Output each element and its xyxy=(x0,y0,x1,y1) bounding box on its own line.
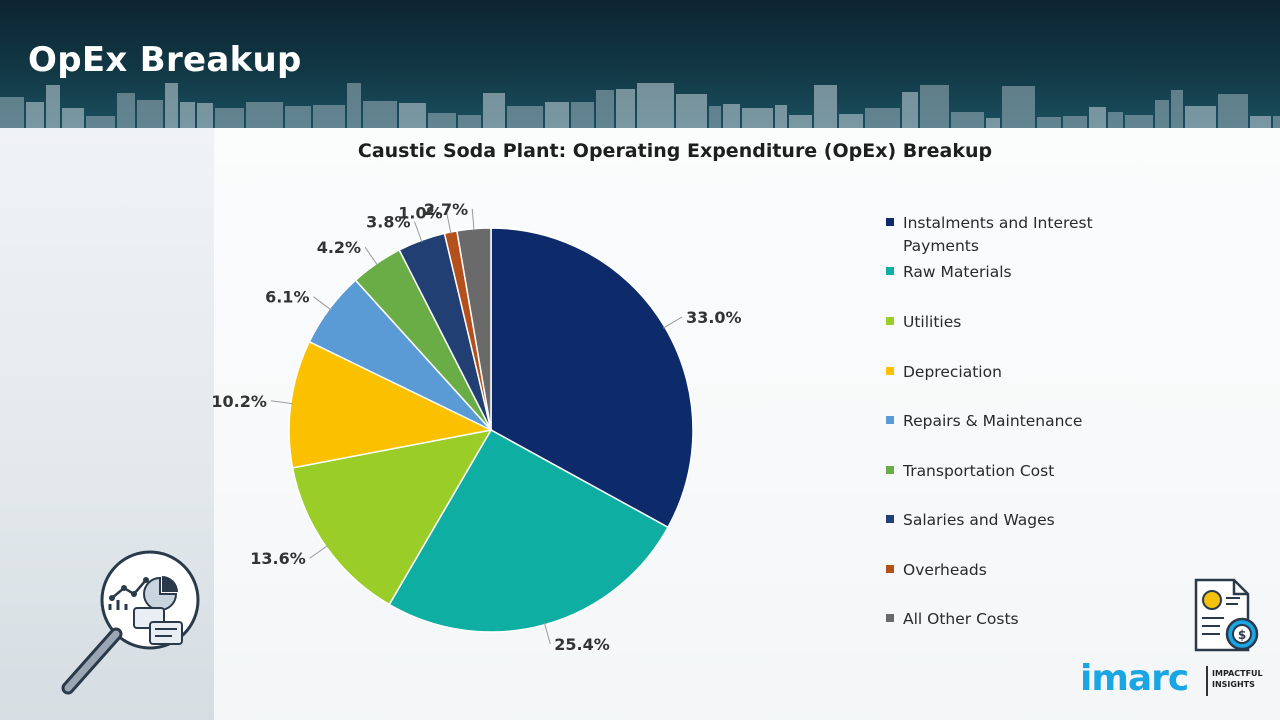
skyline-building xyxy=(399,103,426,128)
skyline-building xyxy=(1155,100,1169,128)
skyline-building xyxy=(197,103,213,128)
city-skyline xyxy=(0,83,1280,128)
skyline-building xyxy=(1250,116,1271,128)
data-label-5: 4.2% xyxy=(317,238,361,257)
skyline-building xyxy=(180,102,195,128)
invoice-dollar-icon: $ xyxy=(1194,578,1259,652)
legend-swatch xyxy=(886,466,894,474)
skyline-building xyxy=(0,97,24,128)
skyline-building xyxy=(26,102,44,128)
legend-swatch xyxy=(886,218,894,226)
skyline-building xyxy=(920,85,949,128)
legend-label: Repairs & Maintenance xyxy=(903,412,1083,430)
legend-label: Overheads xyxy=(903,561,987,579)
skyline-building xyxy=(1063,116,1087,128)
logo-tagline: IMPACTFUL INSIGHTS xyxy=(1212,669,1263,689)
data-label-8: 2.7% xyxy=(424,200,468,219)
legend-label: Instalments and Interest Payments xyxy=(903,214,1093,255)
leader-line-6 xyxy=(414,221,423,243)
legend-swatch xyxy=(886,317,894,325)
skyline-building xyxy=(86,116,115,128)
skyline-building xyxy=(1089,107,1106,128)
data-label-3: 10.2% xyxy=(211,392,267,411)
legend-swatch xyxy=(886,267,894,275)
skyline-building xyxy=(616,89,635,128)
skyline-building xyxy=(865,108,900,128)
skyline-building xyxy=(46,85,60,128)
skyline-building xyxy=(1037,117,1061,128)
skyline-building xyxy=(775,105,787,128)
skyline-building xyxy=(1125,115,1153,128)
skyline-building xyxy=(723,104,740,128)
legend-label: Salaries and Wages xyxy=(903,511,1055,529)
skyline-building xyxy=(814,85,837,128)
legend-label: Utilities xyxy=(903,313,962,331)
skyline-building xyxy=(1273,116,1280,128)
leader-line-7 xyxy=(446,212,452,235)
imarc-logo: imarc IMPACTFUL INSIGHTS xyxy=(1080,656,1263,706)
skyline-building xyxy=(571,102,594,128)
data-label-4: 6.1% xyxy=(265,288,309,307)
logo-separator xyxy=(1206,666,1208,696)
skyline-building xyxy=(347,83,361,128)
page-title: OpEx Breakup xyxy=(28,40,302,80)
skyline-building xyxy=(839,114,863,128)
skyline-building xyxy=(986,118,1000,128)
legend-label: Transportation Cost xyxy=(903,462,1055,480)
skyline-building xyxy=(363,101,397,128)
leader-line-8 xyxy=(471,208,475,231)
svg-text:$: $ xyxy=(1238,628,1246,642)
legend-swatch xyxy=(886,515,894,523)
skyline-building xyxy=(742,108,773,128)
leader-line-4 xyxy=(313,296,332,311)
skyline-building xyxy=(596,90,614,128)
legend-swatch xyxy=(886,614,894,622)
skyline-building xyxy=(458,115,481,128)
skyline-building xyxy=(215,108,244,128)
skyline-building xyxy=(1108,112,1123,128)
skyline-building xyxy=(285,106,311,128)
data-label-6: 3.8% xyxy=(366,213,410,232)
skyline-building xyxy=(709,106,721,128)
leader-line-3 xyxy=(270,400,293,405)
leader-line-0 xyxy=(662,316,683,329)
skyline-building xyxy=(1218,94,1248,128)
skyline-building xyxy=(637,83,674,128)
skyline-building xyxy=(507,106,543,128)
skyline-building xyxy=(165,83,178,128)
skyline-building xyxy=(313,105,345,128)
skyline-building xyxy=(1185,106,1216,128)
legend-label: All Other Costs xyxy=(903,610,1019,628)
data-label-1: 25.4% xyxy=(554,635,610,654)
skyline-building xyxy=(428,113,456,128)
data-label-0: 33.0% xyxy=(686,308,742,327)
leader-line-5 xyxy=(364,246,378,266)
header-banner: OpEx Breakup xyxy=(0,0,1280,128)
data-label-7: 1.0% xyxy=(398,203,442,222)
skyline-building xyxy=(902,92,918,128)
data-label-2: 13.6% xyxy=(250,549,306,568)
skyline-building xyxy=(789,115,812,128)
skyline-building xyxy=(246,102,283,128)
legend-label: Depreciation xyxy=(903,363,1002,381)
logo-wordmark: imarc xyxy=(1080,658,1189,699)
legend-label: Raw Materials xyxy=(903,263,1012,281)
skyline-building xyxy=(951,112,984,128)
skyline-building xyxy=(62,108,84,128)
magnifier-analytics-icon xyxy=(61,550,200,695)
skyline-building xyxy=(117,93,135,128)
skyline-building xyxy=(483,93,505,128)
skyline-building xyxy=(1002,86,1035,128)
legend-swatch xyxy=(886,416,894,424)
legend-swatch xyxy=(886,565,894,573)
leader-line-1 xyxy=(543,622,551,645)
chart-title: Caustic Soda Plant: Operating Expenditur… xyxy=(357,140,993,162)
skyline-building xyxy=(137,100,163,128)
skyline-building xyxy=(1171,90,1183,128)
skyline-building xyxy=(676,94,707,128)
leader-line-2 xyxy=(309,545,329,559)
skyline-building xyxy=(545,102,569,128)
legend-swatch xyxy=(886,367,894,375)
